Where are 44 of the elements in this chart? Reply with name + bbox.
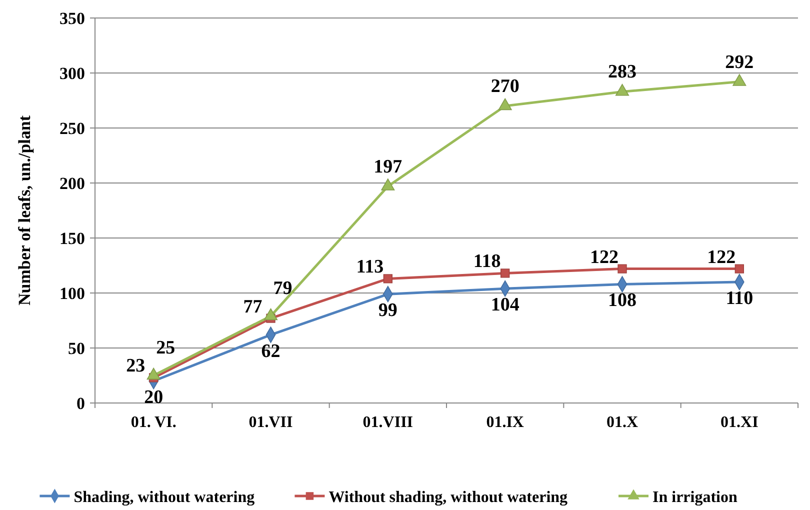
data-label: 118 bbox=[473, 251, 501, 272]
point bbox=[615, 84, 630, 96]
y-axis-title: Number of leafs, un./plant bbox=[15, 115, 34, 306]
data-label: 62 bbox=[261, 340, 280, 362]
x-tick-label: 01.X bbox=[606, 414, 638, 431]
point bbox=[381, 178, 395, 190]
point bbox=[498, 98, 512, 110]
y-tick-label: 300 bbox=[60, 64, 85, 83]
x-tick-label: 01.XI bbox=[720, 414, 758, 431]
data-label: 25 bbox=[156, 338, 176, 358]
y-tick-label: 150 bbox=[60, 228, 85, 248]
data-label: 108 bbox=[608, 290, 636, 312]
data-label: 197 bbox=[374, 156, 403, 178]
data-label: 20 bbox=[144, 387, 164, 408]
data-label: 270 bbox=[490, 76, 520, 97]
point bbox=[734, 264, 744, 274]
point bbox=[618, 264, 627, 274]
data-label: 122 bbox=[590, 246, 618, 268]
legend-label: In irrigation bbox=[652, 489, 738, 506]
data-label: 77 bbox=[243, 296, 263, 318]
x-tick-label: 01.IX bbox=[486, 414, 524, 431]
y-tick-label: 0 bbox=[76, 394, 85, 413]
y-tick-label: 100 bbox=[60, 284, 85, 303]
y-tick-label: 250 bbox=[60, 118, 85, 138]
data-label: 122 bbox=[707, 246, 736, 268]
data-label: 104 bbox=[490, 294, 520, 316]
x-tick-label: 01.VII bbox=[248, 414, 293, 431]
data-label: 23 bbox=[126, 356, 146, 377]
point bbox=[732, 74, 746, 86]
data-label: 110 bbox=[726, 288, 754, 309]
data-label: 113 bbox=[356, 256, 384, 278]
point bbox=[500, 268, 510, 278]
x-tick-label: 01. VI. bbox=[130, 414, 176, 431]
legend-label: Shading, without watering bbox=[74, 489, 255, 506]
x-tick-label: 01.VIII bbox=[362, 414, 414, 431]
legend-label: Without shading, without watering bbox=[328, 489, 568, 506]
y-tick-label: 200 bbox=[60, 174, 85, 193]
y-tick-label: 50 bbox=[68, 338, 85, 358]
data-label: 283 bbox=[608, 62, 636, 83]
y-tick-label: 350 bbox=[60, 8, 85, 28]
data-label: 99 bbox=[378, 300, 398, 322]
point bbox=[383, 274, 392, 284]
data-label: 292 bbox=[725, 52, 754, 73]
data-label: 79 bbox=[273, 278, 292, 300]
